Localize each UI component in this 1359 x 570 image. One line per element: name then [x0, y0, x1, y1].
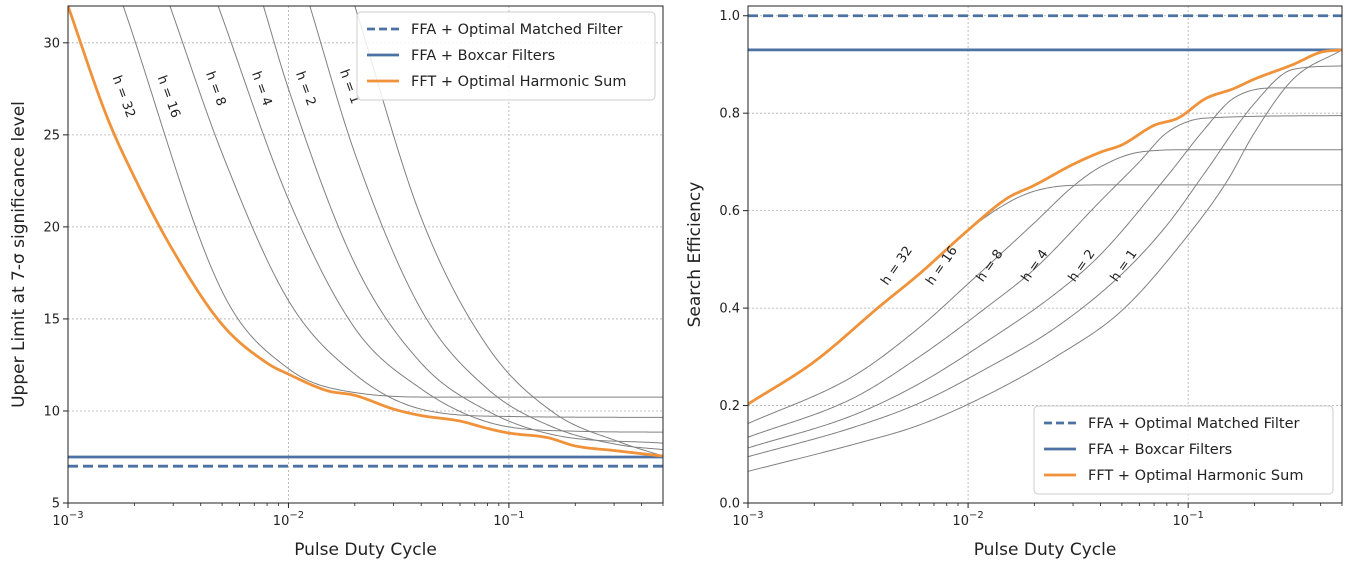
legend: FFA + Optimal Matched Filter FFA + Boxcar…	[356, 11, 656, 101]
y-tick-label: 10	[43, 404, 60, 419]
y-tick-label: 20	[43, 220, 60, 235]
fft-harmonic-sum-curve	[748, 48, 1342, 406]
y-axis-label: Upper Limit at 7-σ significance level	[9, 101, 29, 408]
harmonic-label: h = 32	[109, 74, 138, 120]
harmonic-curve-h2	[309, 6, 663, 451]
y-tick-label: 5	[52, 497, 60, 512]
y-tick-label: 0.6	[719, 204, 740, 219]
plot-area	[748, 14, 1342, 472]
y-tick-label: 0.2	[719, 399, 740, 414]
x-axis-label: Pulse Duty Cycle	[294, 540, 437, 560]
harmonic-label: h = 4	[1019, 247, 1052, 285]
y-tick-label: 0.8	[719, 107, 740, 122]
y-tick-label: 1.0	[719, 9, 740, 24]
harmonic-curve-h1	[354, 6, 663, 457]
y-tick-label: 30	[43, 36, 60, 51]
ticks: 10−3 10−2 10−1 0.0 0.2 0.4 0.6 0.8 1.0	[719, 9, 1343, 529]
axes-frame	[67, 5, 664, 504]
legend-entry: FFA + Boxcar Filters	[411, 48, 555, 64]
harmonic-label: h = 8	[202, 69, 228, 108]
legend-entry: FFT + Optimal Harmonic Sum	[411, 74, 626, 90]
y-tick-label: 15	[43, 312, 60, 327]
legend: FFA + Optimal Matched Filter FFA + Boxcar…	[1033, 405, 1334, 495]
harmonic-label: h = 2	[1066, 247, 1099, 285]
x-axis-label: Pulse Duty Cycle	[974, 540, 1117, 560]
harmonic-label: h = 1	[1108, 247, 1141, 285]
x-tick-label: 10−2	[273, 510, 304, 529]
legend-entry: FFT + Optimal Harmonic Sum	[1088, 468, 1303, 484]
harmonic-curve-h2	[748, 65, 1342, 458]
legend-entry: FFA + Boxcar Filters	[1088, 442, 1232, 458]
x-tick-label: 10−2	[952, 510, 983, 529]
harmonic-curve-h4	[748, 87, 1342, 449]
ticks: 10−3 10−2 10−1 5 10 15 20 25 30	[43, 36, 664, 529]
legend-box	[1033, 405, 1334, 495]
harmonic-label: h = 2	[292, 69, 318, 108]
harmonic-curve-h1	[748, 49, 1342, 472]
axes-frame	[747, 5, 1343, 504]
plot-area	[68, 6, 663, 468]
harmonic-curve-h8	[748, 115, 1342, 438]
y-tick-label: 25	[43, 128, 60, 143]
harmonic-curve-h8	[217, 6, 663, 433]
harmonic-curve-h16	[748, 149, 1342, 425]
x-tick-label: 10−1	[493, 510, 524, 529]
x-tick-label: 10−1	[1173, 510, 1204, 529]
y-axis-label: Search Efficiency	[685, 182, 705, 328]
y-tick-label: 0.0	[719, 497, 740, 512]
x-tick-label: 10−3	[732, 510, 763, 529]
x-tick-label: 10−3	[52, 510, 83, 529]
legend-entry: FFA + Optimal Matched Filter	[411, 22, 623, 38]
fft-harmonic-sum-curve	[68, 6, 663, 458]
harmonic-curve-h32	[122, 6, 663, 398]
harmonic-curve-h16	[169, 6, 663, 418]
y-tick-label: 0.4	[719, 302, 740, 317]
legend-entry: FFA + Optimal Matched Filter	[1088, 416, 1300, 432]
harmonic-curve-h32	[748, 184, 1342, 405]
harmonic-label: h = 8	[974, 247, 1007, 285]
legend-box	[356, 11, 656, 101]
